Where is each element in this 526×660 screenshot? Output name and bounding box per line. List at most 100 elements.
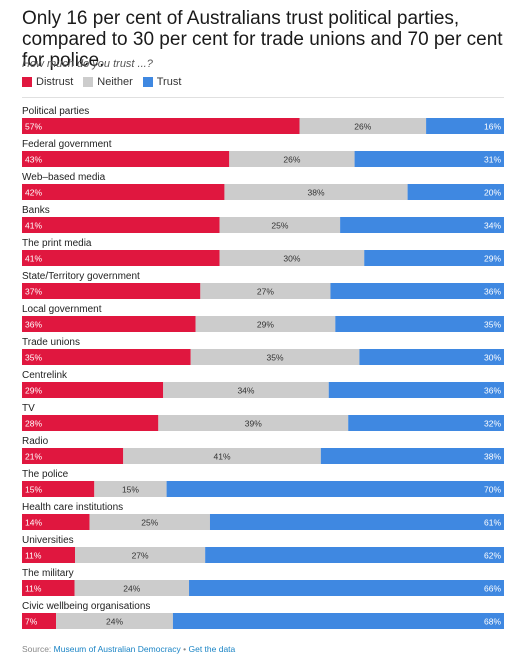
value-label-distrust-health-care-institutions: 14% <box>25 518 42 528</box>
bar-trust-political-parties <box>426 118 504 134</box>
legend-swatch-neither <box>83 77 94 87</box>
get-data-link[interactable]: Get the data <box>188 644 236 654</box>
source-line: Source: Museum of Australian Democracy •… <box>22 644 235 654</box>
value-label-trust-banks: 34% <box>484 221 501 231</box>
source-separator: • <box>183 644 187 654</box>
bar-neither-the-print-media <box>219 250 365 266</box>
value-label-trust-radio: 38% <box>484 452 501 462</box>
bar-neither-civic-wellbeing-organisations <box>56 613 173 629</box>
value-label-neither-the-police: 15% <box>122 485 139 495</box>
bar-neither-health-care-institutions <box>89 514 210 530</box>
value-label-neither-web-based-media: 38% <box>308 188 325 198</box>
bar-distrust-federal-government <box>22 151 230 167</box>
value-label-trust-local-government: 35% <box>484 320 501 330</box>
value-label-neither-trade-unions: 35% <box>267 353 284 363</box>
value-label-distrust-federal-government: 43% <box>25 155 42 165</box>
value-label-distrust-the-military: 11% <box>25 584 42 594</box>
category-label-federal-government: Federal government <box>22 139 112 150</box>
category-label-the-military: The military <box>22 568 74 579</box>
bar-neither-web-based-media <box>224 184 408 200</box>
value-label-trust-tv: 32% <box>484 419 501 429</box>
bar-trust-the-print-media <box>364 250 504 266</box>
bar-distrust-tv <box>22 415 159 431</box>
category-label-banks: Banks <box>22 205 50 216</box>
chart-title: Only 16 per cent of Australians trust po… <box>22 8 503 71</box>
bar-distrust-radio <box>22 448 124 464</box>
category-label-health-care-institutions: Health care institutions <box>22 502 123 513</box>
value-label-neither-tv: 39% <box>245 419 262 429</box>
category-label-universities: Universities <box>22 535 74 546</box>
value-label-distrust-centrelink: 29% <box>25 386 42 396</box>
bar-distrust-the-military <box>22 580 75 596</box>
value-label-distrust-political-parties: 57% <box>25 122 42 132</box>
bar-distrust-local-government <box>22 316 196 332</box>
bar-trust-civic-wellbeing-organisations <box>172 613 504 629</box>
value-label-trust-web-based-media: 20% <box>484 188 501 198</box>
category-label-the-print-media: The print media <box>22 238 92 249</box>
category-label-local-government: Local government <box>22 304 102 315</box>
value-label-distrust-radio: 21% <box>25 452 42 462</box>
value-label-neither-radio: 41% <box>214 452 231 462</box>
value-label-trust-centrelink: 36% <box>484 386 501 396</box>
bar-distrust-civic-wellbeing-organisations <box>22 613 57 629</box>
bar-neither-centrelink <box>163 382 329 398</box>
value-label-distrust-state-territory-government: 37% <box>25 287 42 297</box>
bar-distrust-health-care-institutions <box>22 514 90 530</box>
source-label: Source: <box>22 644 52 654</box>
bar-neither-state-territory-government <box>200 283 331 299</box>
value-label-distrust-web-based-media: 42% <box>25 188 42 198</box>
bar-distrust-web-based-media <box>22 184 225 200</box>
bar-neither-the-police <box>94 481 167 497</box>
bar-trust-local-government <box>335 316 504 332</box>
bar-trust-health-care-institutions <box>209 514 505 530</box>
bar-trust-centrelink <box>328 382 504 398</box>
value-label-neither-local-government: 29% <box>257 320 274 330</box>
value-label-trust-political-parties: 16% <box>484 122 501 132</box>
bar-neither-banks <box>219 217 341 233</box>
value-label-neither-federal-government: 26% <box>283 155 300 165</box>
category-label-the-police: The police <box>22 469 69 480</box>
value-label-trust-federal-government: 31% <box>484 155 501 165</box>
legend-label-distrust: Distrust <box>36 76 74 88</box>
value-label-neither-state-territory-government: 27% <box>257 287 274 297</box>
bar-neither-trade-unions <box>190 349 360 365</box>
bar-trust-trade-unions <box>359 349 504 365</box>
legend-label-neither: Neither <box>97 76 133 88</box>
legend-label-trust: Trust <box>156 76 182 88</box>
bar-neither-tv <box>158 415 349 431</box>
legend-swatch-trust <box>142 77 153 87</box>
bar-trust-web-based-media <box>407 184 504 200</box>
category-label-centrelink: Centrelink <box>22 370 68 381</box>
bar-distrust-centrelink <box>22 382 164 398</box>
stacked-bar-chart: Political parties 57% 26% 16% Federal govern… <box>22 106 505 629</box>
bar-trust-radio <box>320 448 504 464</box>
category-label-trade-unions: Trade unions <box>22 337 80 348</box>
category-label-radio: Radio <box>22 436 49 447</box>
legend-item-neither: Neither <box>83 76 133 88</box>
bar-neither-radio <box>123 448 321 464</box>
value-label-neither-political-parties: 26% <box>354 122 371 132</box>
value-label-neither-universities: 27% <box>132 551 149 561</box>
bar-neither-local-government <box>195 316 336 332</box>
legend-swatch-distrust <box>22 77 32 87</box>
value-label-neither-centrelink: 34% <box>237 386 254 396</box>
source-link[interactable]: Museum of Australian Democracy <box>53 644 181 654</box>
value-label-neither-banks: 25% <box>271 221 288 231</box>
value-label-trust-health-care-institutions: 61% <box>484 518 501 528</box>
bar-distrust-trade-unions <box>22 349 191 365</box>
bar-distrust-the-print-media <box>22 250 220 266</box>
bar-neither-federal-government <box>229 151 355 167</box>
category-label-political-parties: Political parties <box>22 106 89 117</box>
header-divider <box>22 97 504 98</box>
bar-trust-banks <box>340 217 504 233</box>
value-label-trust-universities: 62% <box>484 551 501 561</box>
value-label-distrust-local-government: 36% <box>25 320 42 330</box>
legend: Distrust Neither Trust <box>22 76 191 88</box>
bar-trust-the-police <box>166 481 504 497</box>
value-label-distrust-the-print-media: 41% <box>25 254 42 264</box>
value-label-neither-health-care-institutions: 25% <box>141 518 158 528</box>
bar-trust-state-territory-government <box>330 283 504 299</box>
bar-distrust-banks <box>22 217 220 233</box>
category-label-civic-wellbeing-organisations: Civic wellbeing organisations <box>22 601 150 612</box>
value-label-neither-the-military: 24% <box>123 584 140 594</box>
